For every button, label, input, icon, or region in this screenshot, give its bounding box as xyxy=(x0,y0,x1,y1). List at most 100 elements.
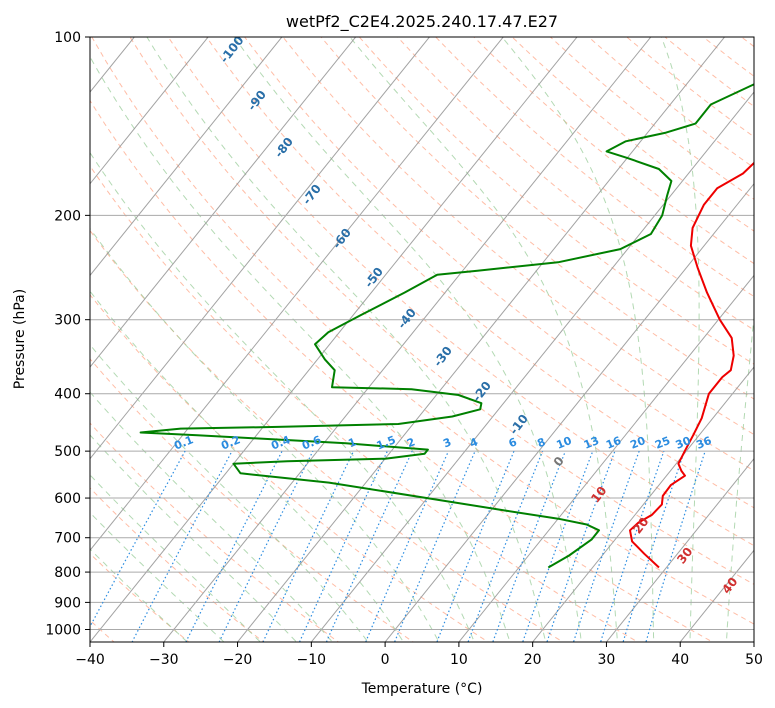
x-tick-label: 10 xyxy=(450,652,468,668)
mixing-ratio-label: 20 xyxy=(628,434,647,452)
moist-adiabat-line xyxy=(90,55,511,642)
isotherm-label: 30 xyxy=(674,545,695,567)
isotherm-line xyxy=(163,37,652,642)
mixing-ratio-line xyxy=(218,450,314,642)
y-tick-label: 300 xyxy=(54,313,81,329)
isotherm-line xyxy=(0,24,71,652)
x-tick-label: −10 xyxy=(297,652,327,668)
isotherm-label: -10 xyxy=(507,412,531,438)
x-tick-label: 0 xyxy=(381,652,390,668)
isotherm-line xyxy=(458,274,754,642)
plot-frame xyxy=(89,36,755,643)
isotherm-line xyxy=(532,366,754,642)
x-tick-label: 50 xyxy=(745,652,763,668)
x-tick-label: −30 xyxy=(149,652,179,668)
isotherm-label: -70 xyxy=(300,182,324,208)
y-tick-label: 900 xyxy=(54,595,81,611)
y-tick-label: 200 xyxy=(54,208,81,224)
moist-adiabats xyxy=(90,37,754,642)
y-tick-label: 1000 xyxy=(45,623,81,639)
x-tick-label: −20 xyxy=(223,652,253,668)
mixing-ratio-line xyxy=(622,450,685,642)
dry-adiabat-line xyxy=(282,37,754,436)
y-tick-label: 500 xyxy=(54,444,81,460)
isotherm-label: -100 xyxy=(217,33,247,65)
isotherm-line xyxy=(310,91,754,642)
isotherm-line xyxy=(90,37,209,185)
mixing-ratio-label: 8 xyxy=(535,435,547,450)
mixing-ratio-line xyxy=(298,450,388,642)
chart-title: wetPf2_C2E4.2025.240.17.47.E27 xyxy=(286,12,558,32)
mixing-ratio-line xyxy=(546,450,616,642)
y-tick-label: 400 xyxy=(54,387,81,403)
isotherm-line xyxy=(90,37,578,642)
mixing-ratio-line xyxy=(393,450,476,642)
isotherm-line xyxy=(90,37,283,277)
mixing-ratio-label: 25 xyxy=(653,434,672,452)
mixing-ratio-label: 0.6 xyxy=(300,433,323,452)
moist-adiabat-line xyxy=(233,37,582,642)
dry-adiabat-line xyxy=(473,37,754,265)
mixing-ratio-line xyxy=(90,450,186,628)
mixing-ratio-line xyxy=(645,450,706,642)
dry-adiabat-line xyxy=(205,37,754,509)
dry-adiabat-line xyxy=(702,37,754,77)
isotherm-line xyxy=(90,37,431,460)
dry-adiabat-line xyxy=(90,165,639,642)
mixing-ratio-line xyxy=(131,450,233,642)
moist-adiabat-line xyxy=(90,290,405,642)
mixing-ratio-label: 36 xyxy=(694,434,713,452)
moist-adiabat-line xyxy=(90,548,189,642)
moist-adiabat-line xyxy=(660,37,700,642)
moist-adiabat-line xyxy=(90,151,475,642)
x-axis-label: Temperature (°C) xyxy=(361,681,483,697)
isotherm-label: -50 xyxy=(362,265,386,291)
mixing-ratio-line xyxy=(436,450,515,642)
mixing-ratio-line xyxy=(522,450,594,642)
mixing-ratio-label: 16 xyxy=(604,434,623,452)
dry-adiabat-line xyxy=(741,37,754,48)
mixing-ratio-label: 1.5 xyxy=(375,433,398,452)
moist-adiabat-line xyxy=(90,511,225,642)
y-axis-label: Pressure (hPa) xyxy=(12,289,28,389)
isotherm-line xyxy=(90,37,357,368)
dry-adiabat-line xyxy=(90,99,714,642)
dry-adiabat-line xyxy=(397,37,754,331)
x-tick-label: 40 xyxy=(671,652,689,668)
y-tick-label: 600 xyxy=(54,491,81,507)
moist-adiabat-line xyxy=(90,344,369,642)
mixing-ratio-label: 10 xyxy=(555,434,574,452)
dry-adiabat-line xyxy=(90,229,564,642)
mixing-ratio-line xyxy=(262,450,355,642)
dry-adiabat-line xyxy=(90,422,340,642)
isotherm-line xyxy=(384,182,754,642)
mixing-ratio-label: 13 xyxy=(582,434,601,452)
x-axis-ticks: −40 −30 −20 −10 0 10 20 30 40 50 xyxy=(75,642,763,668)
isotherm-line xyxy=(753,641,754,642)
isotherm-label: -30 xyxy=(431,344,455,370)
mixing-ratio-line xyxy=(185,450,283,642)
isotherm-label: 0 xyxy=(551,454,567,469)
x-tick-label: 20 xyxy=(524,652,542,668)
isotherms xyxy=(0,24,754,652)
y-axis-ticks: 100 200 300 400 500 600 700 800 900 1000 xyxy=(45,30,90,639)
dry-adiabat-line xyxy=(90,552,190,642)
mixing-ratio-label: 2 xyxy=(405,435,417,450)
plot-area: 0.1 0.2 0.4 0.6 1 1.5 2 3 4 6 8 10 13 16 20 25 30 36-100-… xyxy=(0,24,754,652)
moist-adiabat-line xyxy=(501,37,655,642)
profile-series xyxy=(139,83,754,569)
isotherm-label: 10 xyxy=(588,484,609,506)
isotherm-label: -90 xyxy=(245,88,269,114)
isotherm-line xyxy=(605,457,754,642)
dry-adiabat-line xyxy=(167,37,754,547)
chart-annotations: 0.1 0.2 0.4 0.6 1 1.5 2 3 4 6 8 10 13 16 20 25 30 36-100-… xyxy=(172,33,740,596)
isotherm-line xyxy=(236,37,726,642)
dry-adiabat-line xyxy=(244,37,754,472)
moist-adiabat-line xyxy=(90,434,298,642)
y-tick-label: 100 xyxy=(54,30,81,46)
mixing-ratio-line xyxy=(365,450,450,642)
mixing-ratio-lines xyxy=(90,450,706,642)
isotherm-label: -40 xyxy=(395,306,419,332)
moist-adiabat-line xyxy=(726,312,754,642)
